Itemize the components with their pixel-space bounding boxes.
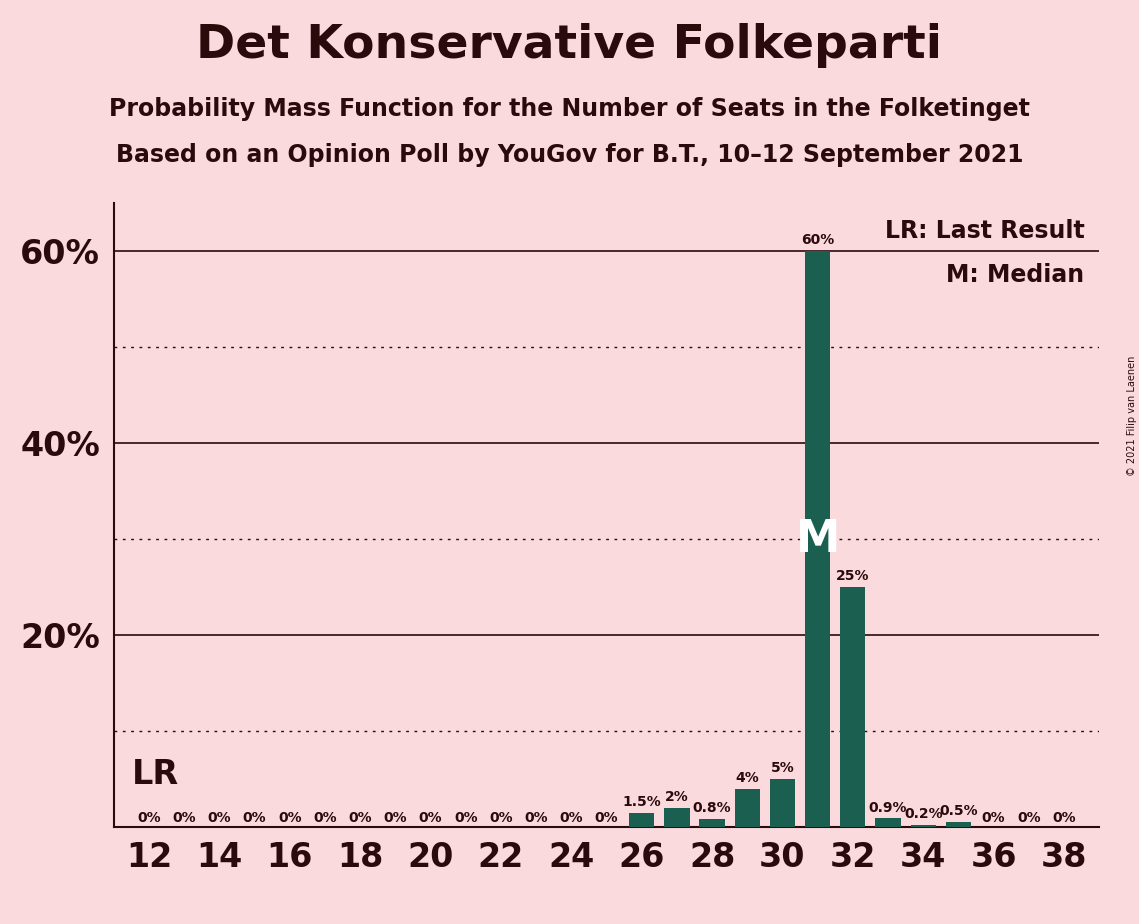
Text: 0%: 0%: [419, 811, 442, 825]
Text: 0%: 0%: [243, 811, 267, 825]
Text: © 2021 Filip van Laenen: © 2021 Filip van Laenen: [1126, 356, 1137, 476]
Text: 0%: 0%: [454, 811, 477, 825]
Text: 25%: 25%: [836, 569, 869, 583]
Text: 0%: 0%: [1017, 811, 1041, 825]
Bar: [805, 251, 830, 827]
Bar: [664, 808, 689, 827]
Text: 0%: 0%: [278, 811, 302, 825]
Text: 0%: 0%: [313, 811, 337, 825]
Text: 0%: 0%: [982, 811, 1006, 825]
Bar: [841, 587, 866, 827]
Text: Probability Mass Function for the Number of Seats in the Folketinget: Probability Mass Function for the Number…: [109, 97, 1030, 121]
Text: 4%: 4%: [736, 771, 759, 784]
Text: 0.2%: 0.2%: [904, 808, 942, 821]
Text: 0.8%: 0.8%: [693, 801, 731, 816]
Bar: [876, 819, 901, 827]
Bar: [629, 812, 655, 827]
Bar: [735, 788, 760, 827]
Text: 1.5%: 1.5%: [622, 795, 661, 808]
Text: Det Konservative Folkeparti: Det Konservative Folkeparti: [197, 23, 942, 68]
Text: 0%: 0%: [595, 811, 618, 825]
Text: 0.5%: 0.5%: [939, 805, 977, 819]
Text: 5%: 5%: [771, 761, 794, 775]
Text: 0%: 0%: [524, 811, 548, 825]
Text: 0%: 0%: [384, 811, 408, 825]
Text: LR: LR: [131, 758, 179, 791]
Text: 0%: 0%: [349, 811, 372, 825]
Text: 0.9%: 0.9%: [869, 800, 908, 815]
Text: M: M: [795, 517, 839, 561]
Bar: [699, 820, 724, 827]
Bar: [770, 779, 795, 827]
Text: 0%: 0%: [1052, 811, 1075, 825]
Bar: [910, 825, 936, 827]
Text: M: Median: M: Median: [947, 262, 1084, 286]
Text: 0%: 0%: [489, 811, 513, 825]
Text: 2%: 2%: [665, 790, 689, 804]
Text: 0%: 0%: [138, 811, 161, 825]
Text: 0%: 0%: [207, 811, 231, 825]
Text: 60%: 60%: [801, 234, 834, 248]
Text: LR: Last Result: LR: Last Result: [885, 219, 1084, 243]
Bar: [945, 822, 972, 827]
Text: 0%: 0%: [559, 811, 583, 825]
Text: 0%: 0%: [172, 811, 196, 825]
Text: Based on an Opinion Poll by YouGov for B.T., 10–12 September 2021: Based on an Opinion Poll by YouGov for B…: [116, 143, 1023, 167]
